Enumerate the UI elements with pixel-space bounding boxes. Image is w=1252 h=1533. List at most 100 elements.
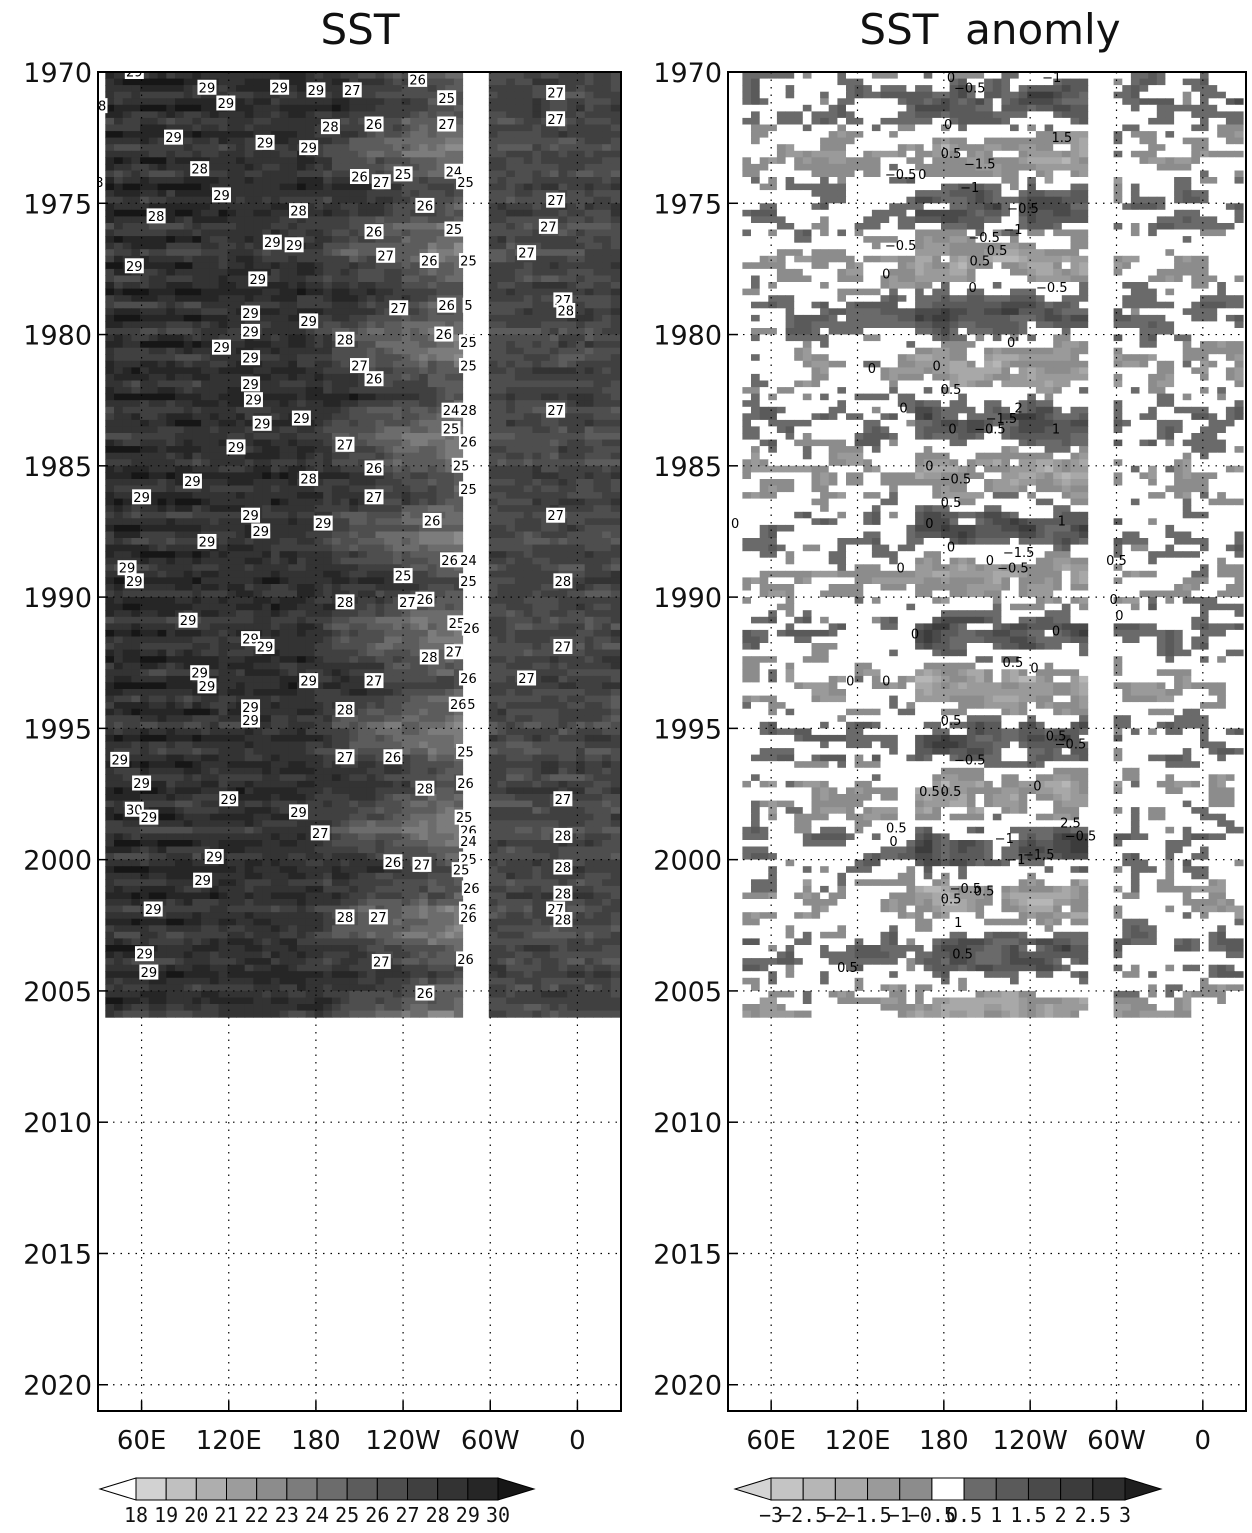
- heatmap-cell: [297, 643, 307, 651]
- heatmap-cell: [419, 570, 429, 578]
- heatmap-cell: [610, 393, 620, 401]
- heatmap-cell: [340, 131, 350, 139]
- heatmap-cell: [253, 216, 263, 224]
- heatmap-cell: [340, 577, 350, 585]
- heatmap-cell: [567, 98, 577, 106]
- heatmap-cell: [427, 380, 437, 388]
- heatmap-cell: [297, 124, 307, 132]
- heatmap-cell: [166, 216, 176, 224]
- heatmap-cell: [253, 229, 263, 237]
- heatmap-cell: [532, 459, 542, 467]
- heatmap-cell: [140, 524, 150, 532]
- heatmap-cell: [201, 177, 211, 185]
- heatmap-cell: [576, 177, 586, 185]
- heatmap-cell: [384, 511, 394, 519]
- heatmap-cell: [532, 354, 542, 362]
- heatmap-cell: [122, 242, 132, 250]
- heatmap-cell: [602, 111, 612, 119]
- heatmap-cell: [558, 459, 568, 467]
- heatmap-cell: [610, 131, 620, 139]
- heatmap-cell: [506, 347, 516, 355]
- heatmap-cell: [375, 321, 385, 329]
- heatmap-cell: [576, 629, 586, 637]
- heatmap-cell: [340, 557, 350, 565]
- heatmap-cell: [584, 150, 594, 158]
- heatmap-cell: [288, 643, 298, 651]
- heatmap-cell: [175, 393, 185, 401]
- heatmap-cell: [279, 229, 289, 237]
- heatmap-cell: [148, 249, 158, 257]
- heatmap-cell: [436, 144, 446, 152]
- heatmap-cell: [236, 78, 246, 86]
- heatmap-cell: [514, 505, 525, 513]
- heatmap-cell: [166, 111, 176, 119]
- heatmap-cell: [558, 341, 568, 349]
- heatmap-cell: [558, 268, 568, 276]
- heatmap-cell: [218, 479, 228, 487]
- heatmap-cell: [610, 505, 620, 513]
- heatmap-cell: [122, 505, 132, 513]
- heatmap-cell: [236, 72, 246, 80]
- heatmap-cell: [532, 347, 542, 355]
- heatmap-cell: [140, 295, 150, 303]
- heatmap-cell: [488, 78, 498, 86]
- heatmap-cell: [244, 524, 254, 532]
- heatmap-cell: [253, 446, 263, 454]
- heatmap-cell: [576, 643, 586, 651]
- heatmap-cell: [366, 209, 376, 217]
- heatmap-cell: [270, 636, 281, 644]
- heatmap-cell: [375, 629, 385, 637]
- heatmap-cell: [227, 360, 237, 368]
- heatmap-cell: [105, 400, 115, 408]
- heatmap-cell: [384, 131, 394, 139]
- heatmap-cell: [532, 479, 542, 487]
- heatmap-cell: [340, 196, 350, 204]
- heatmap-cell: [166, 282, 176, 290]
- heatmap-cell: [602, 72, 612, 80]
- heatmap-cell: [602, 223, 612, 231]
- heatmap-cell: [497, 590, 507, 598]
- heatmap-cell: [227, 78, 237, 86]
- heatmap-cell: [514, 236, 525, 244]
- heatmap-cell: [514, 538, 525, 546]
- heatmap-cell: [131, 511, 141, 519]
- heatmap-cell: [305, 577, 315, 585]
- heatmap-cell: [410, 354, 420, 362]
- heatmap-cell: [523, 268, 533, 276]
- heatmap-cell: [384, 367, 394, 375]
- heatmap-cell: [140, 354, 150, 362]
- heatmap-cell: [262, 229, 272, 237]
- heatmap-cell: [576, 236, 586, 244]
- heatmap-cell: [236, 236, 246, 244]
- heatmap-cell: [392, 367, 403, 375]
- heatmap-cell: [349, 590, 359, 598]
- heatmap-cell: [131, 387, 141, 395]
- heatmap-cell: [122, 446, 132, 454]
- heatmap-cell: [209, 551, 220, 559]
- heatmap-cell: [549, 557, 559, 565]
- heatmap-cell: [358, 538, 368, 546]
- heatmap-cell: [358, 111, 368, 119]
- heatmap-cell: [166, 472, 176, 480]
- heatmap-cell: [610, 597, 620, 605]
- heatmap-cell: [593, 249, 603, 257]
- heatmap-cell: [175, 229, 185, 237]
- heatmap-cell: [331, 400, 342, 408]
- heatmap-cell: [183, 334, 193, 342]
- heatmap-cell: [253, 367, 263, 375]
- heatmap-cell: [244, 190, 254, 198]
- heatmap-cell: [436, 446, 446, 454]
- heatmap-cell: [166, 623, 176, 631]
- heatmap-cell: [218, 531, 228, 539]
- heatmap-cell: [279, 216, 289, 224]
- heatmap-cell: [148, 295, 158, 303]
- heatmap-cell: [392, 492, 403, 500]
- heatmap-cell: [602, 117, 612, 125]
- heatmap-cell: [175, 360, 185, 368]
- heatmap-cell: [305, 111, 315, 119]
- heatmap-cell: [122, 597, 132, 605]
- heatmap-cell: [166, 439, 176, 447]
- heatmap-cell: [532, 524, 542, 532]
- heatmap-cell: [497, 472, 507, 480]
- heatmap-cell: [541, 531, 551, 539]
